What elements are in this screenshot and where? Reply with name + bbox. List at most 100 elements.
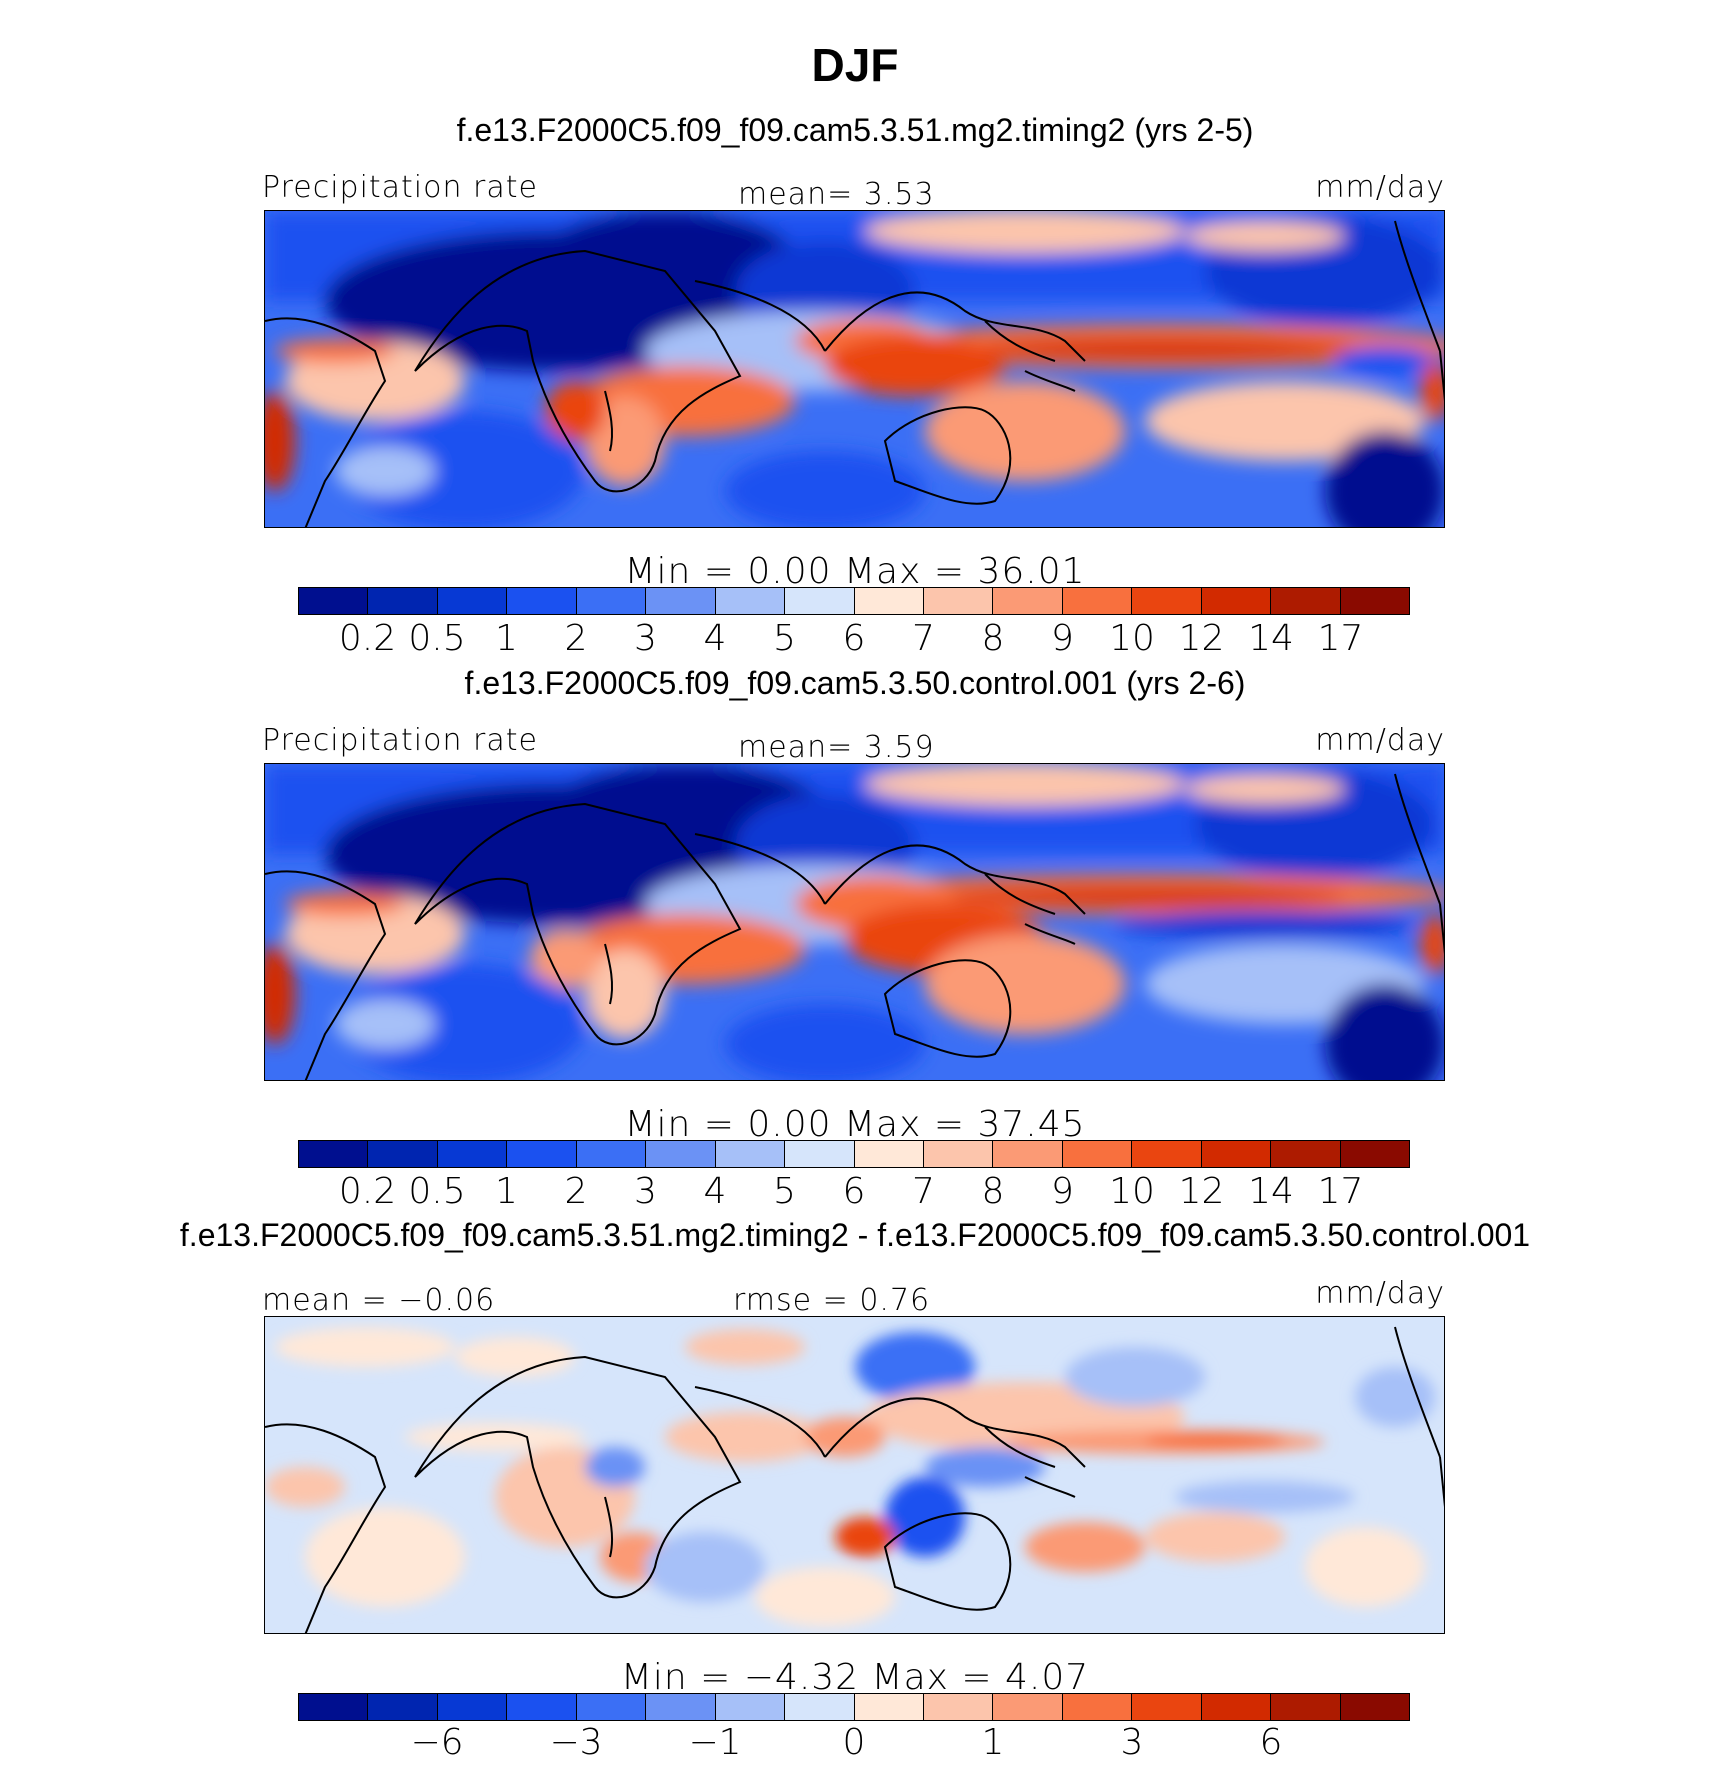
colorbar-tick-label: 6 [842,1171,866,1212]
panel3-units-label: mm/day [1315,1276,1445,1311]
colorbar-tick-label: −1 [688,1722,742,1763]
colorbar-tick-label: 3 [634,618,657,659]
colorbar-swatch [507,1141,577,1167]
colorbar-swatch [854,1141,924,1167]
colorbar-swatch [785,1694,855,1720]
colorbar-tick-label: 5 [773,618,796,659]
colorbar-swatch [1132,1141,1202,1167]
colorbar-swatch [923,1141,994,1167]
colorbar-swatch [368,1141,438,1167]
colorbar-swatch [1062,588,1133,614]
panel1-minmax: Min = 0.00 Max = 36.01 [624,551,1086,592]
panel2-title: f.e13.F2000C5.f09_f09.cam5.3.50.control.… [464,665,1246,701]
colorbar-swatch [923,1694,994,1720]
colorbar-swatch [785,1141,855,1167]
figure-title: DJF [811,39,899,91]
colorbar-tick-label: 0.5 [408,1171,466,1212]
panel3-coastlines [265,1326,1444,1633]
colorbar-tick-label: 8 [981,618,1005,659]
colorbar-swatch [646,1694,716,1720]
panel1-map-svg [265,211,1444,527]
colorbar-swatch [437,588,508,614]
colorbar-swatch [785,588,855,614]
colorbar-swatch [576,588,647,614]
panel2-minmax: Min = 0.00 Max = 37.45 [624,1104,1086,1145]
panel3-field [265,1327,1435,1627]
panel3-mean-label: mean = −0.06 [262,1283,496,1318]
colorbar-swatch [437,1694,508,1720]
colorbar-swatch [368,1694,438,1720]
panel2-map [264,763,1445,1081]
colorbar-swatch [715,1694,786,1720]
panel2-coastlines [265,773,1444,1080]
colorbar-swatch [507,588,577,614]
colorbar-tick-label: 17 [1317,618,1364,659]
colorbar-swatch [715,588,786,614]
colorbar-tick-label: 9 [1051,618,1074,659]
panel1-title: f.e13.F2000C5.f09_f09.cam5.3.51.mg2.timi… [456,112,1254,148]
colorbar-tick-label: 2 [564,1171,588,1212]
colorbar-tick-label: −6 [410,1722,464,1763]
colorbar-swatch [437,1141,508,1167]
colorbar-swatch [1271,588,1341,614]
panel1-colorbar [298,587,1410,615]
colorbar-tick-label: 7 [912,1171,935,1212]
colorbar-tick-label: 8 [981,1171,1005,1212]
colorbar-swatch [1062,1141,1133,1167]
panel1-colorbar-ticks: 0.2 0.5 1 2 3 4 5 6 7 8 9 10 12 14 17 [298,618,1410,662]
panel1-field [265,211,1444,527]
colorbar-tick-label: −3 [549,1722,603,1763]
colorbar-swatch [993,1141,1063,1167]
panel3-title: f.e13.F2000C5.f09_f09.cam5.3.51.mg2.timi… [179,1217,1531,1253]
panel2-map-svg [265,764,1444,1080]
panel2-field [265,764,1444,1080]
colorbar-swatch [646,1141,716,1167]
panel1-mean-label: mean= 3.53 [738,177,935,212]
panel2-units-label: mm/day [1315,723,1445,758]
colorbar-swatch [576,1694,647,1720]
colorbar-tick-label: 9 [1051,1171,1074,1212]
panel1-map [264,210,1445,528]
colorbar-tick-label: 1 [495,1171,518,1212]
colorbar-swatch [1132,1694,1202,1720]
colorbar-tick-label: 3 [1120,1722,1144,1763]
panel2-colorbar-ticks: 0.2 0.5 1 2 3 4 5 6 7 8 9 10 12 14 17 [298,1171,1410,1215]
colorbar-tick-label: 3 [634,1171,657,1212]
colorbar-swatch [993,1694,1063,1720]
panel3-colorbar [298,1693,1410,1721]
colorbar-swatch [1271,1141,1341,1167]
colorbar-tick-label: 5 [773,1171,796,1212]
colorbar-swatch [1132,588,1202,614]
colorbar-swatch [1340,1141,1409,1167]
colorbar-swatch [1201,1694,1272,1720]
colorbar-swatch [507,1694,577,1720]
colorbar-swatch [576,1141,647,1167]
panel2-mean-label: mean= 3.59 [738,730,935,765]
colorbar-tick-label: 4 [703,1171,727,1212]
panel3-map [264,1316,1445,1634]
panel3-map-svg [265,1317,1444,1633]
colorbar-swatch [1271,1694,1341,1720]
panel3-minmax: Min = −4.32 Max = 4.07 [620,1657,1090,1698]
colorbar-swatch [993,588,1063,614]
panel1-units-label: mm/day [1315,170,1445,205]
colorbar-swatch [1340,1694,1409,1720]
panel1-coastlines [265,220,1444,527]
colorbar-tick-label: 2 [564,618,588,659]
colorbar-tick-label: 17 [1317,1171,1364,1212]
colorbar-swatch [1201,588,1272,614]
colorbar-swatch [923,588,994,614]
colorbar-tick-label: 12 [1178,618,1225,659]
colorbar-tick-label: 0 [842,1722,866,1763]
colorbar-swatch [1201,1141,1272,1167]
colorbar-swatch [299,1694,369,1720]
panel3-colorbar-ticks: −6 −3 −1 0 1 3 6 [298,1722,1410,1766]
colorbar-tick-label: 0.2 [338,1171,397,1212]
colorbar-swatch [646,588,716,614]
colorbar-swatch [1062,1694,1133,1720]
colorbar-swatch [299,1141,369,1167]
colorbar-tick-label: 0.5 [408,618,466,659]
colorbar-tick-label: 12 [1178,1171,1225,1212]
panel2-variable-label: Precipitation rate [262,723,538,758]
panel1-variable-label: Precipitation rate [262,170,538,205]
